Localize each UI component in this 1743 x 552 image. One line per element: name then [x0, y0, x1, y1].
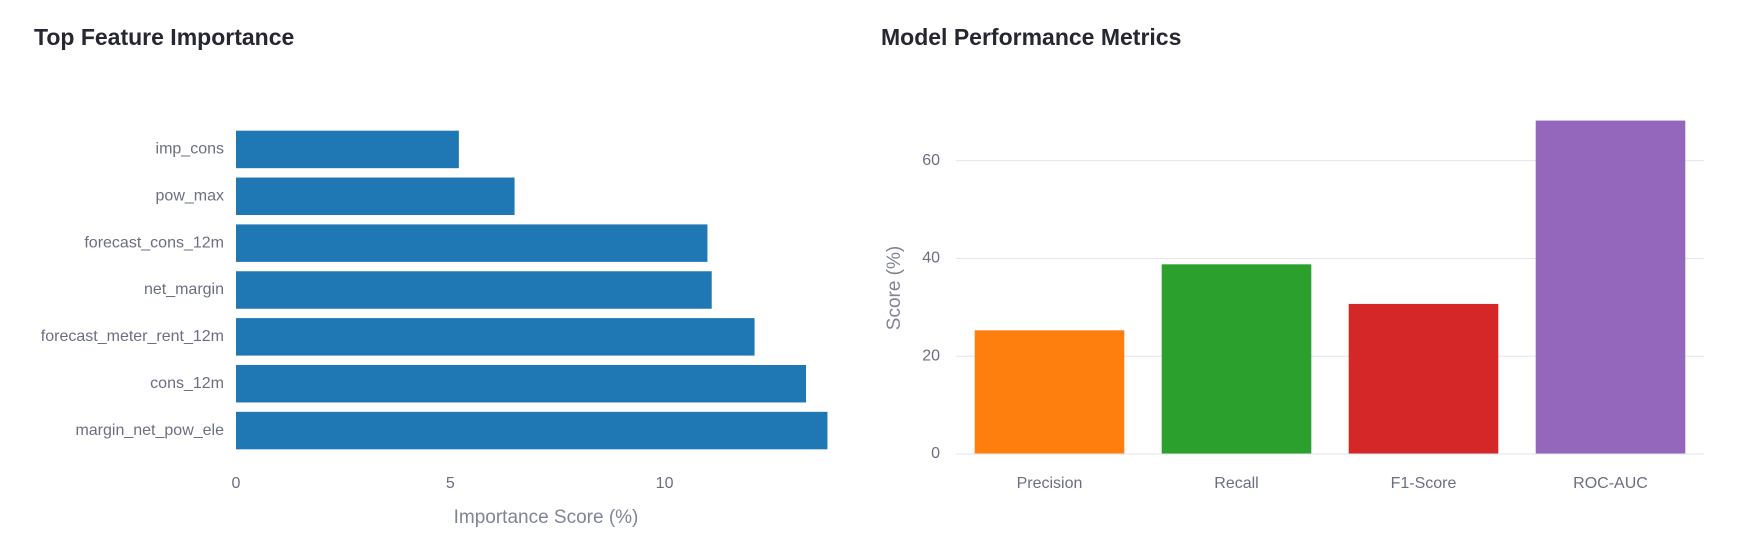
bar-forecast-meter-rent-12m [236, 318, 755, 356]
x-tick-label: 5 [446, 475, 455, 492]
bar-f1-score [1348, 303, 1499, 454]
y-tick-label: 40 [922, 250, 940, 267]
y-tick-label: forecast_meter_rent_12m [41, 328, 224, 345]
x-tick-label: Recall [1214, 475, 1258, 492]
bar-net-margin [236, 271, 712, 309]
y-tick-label: pow_max [156, 188, 224, 205]
y-tick-label: cons_12m [150, 375, 224, 392]
bar-cons-12m [236, 364, 806, 403]
bar-precision [974, 330, 1125, 454]
bar-imp-cons [236, 130, 459, 169]
bar-recall [1161, 264, 1312, 454]
y-tick-label: imp_cons [156, 141, 224, 158]
model-metrics-panel: Model Performance Metrics 0 20 40 60 Precisi… [870, 0, 1743, 552]
x-tick-label: F1-Score [1391, 475, 1457, 492]
model-metrics-chart: 0 20 40 60 Precision Recall F1-Score ROC-AUC Sco… [884, 120, 1704, 492]
y-axis-title: Score (%) [884, 246, 905, 330]
bar-margin-net-pow-ele [236, 411, 828, 450]
y-tick-label: net_margin [144, 281, 224, 298]
x-tick-label: 0 [232, 475, 241, 492]
y-tick-label: 60 [922, 152, 940, 169]
y-tick-label: forecast_cons_12m [84, 234, 224, 251]
y-tick-label: margin_net_pow_ele [75, 422, 224, 439]
y-tick-label: 0 [931, 445, 940, 462]
feature-importance-chart: imp_cons pow_max forecast_cons_12m net_marg… [41, 130, 828, 528]
x-tick-label: Precision [1017, 475, 1083, 492]
x-tick-label: 10 [656, 475, 674, 492]
model-metrics-title: Model Performance Metrics [881, 24, 1182, 50]
bar-forecast-cons-12m [236, 224, 708, 262]
bar-roc-auc [1535, 120, 1686, 454]
x-tick-label: ROC-AUC [1573, 475, 1648, 492]
bar-pow-max [236, 177, 515, 216]
y-tick-label: 20 [922, 347, 940, 364]
x-axis-title: Importance Score (%) [454, 507, 639, 528]
feature-importance-title: Top Feature Importance [34, 24, 295, 50]
